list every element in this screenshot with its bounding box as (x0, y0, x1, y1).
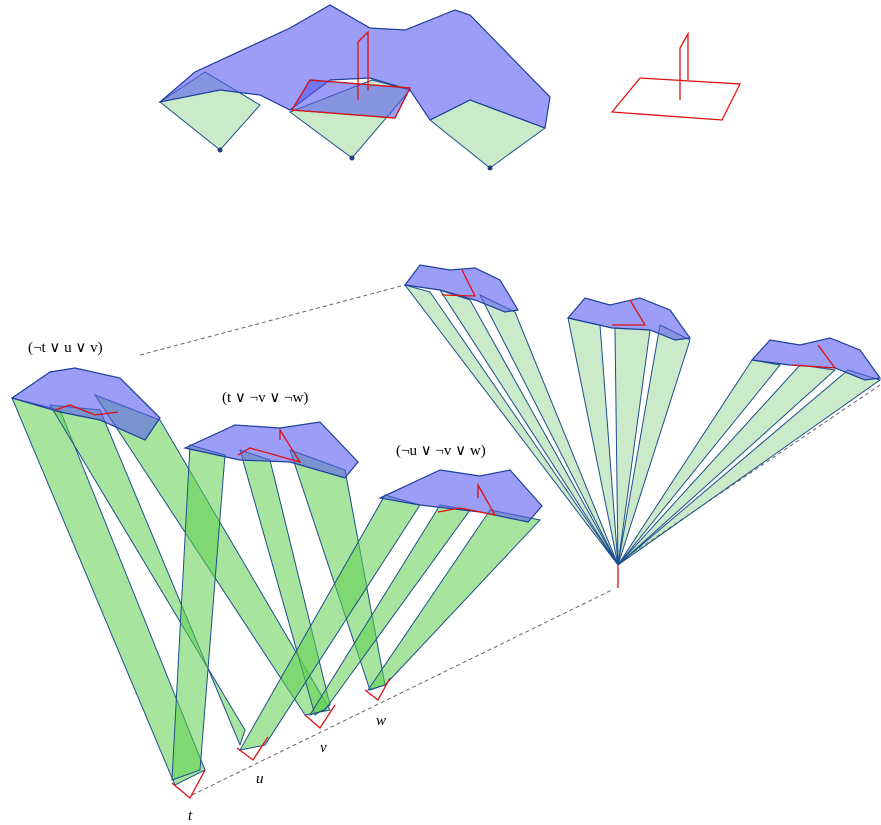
guide-line (191, 589, 613, 796)
clause-label: (¬t ∨ u ∨ v) (28, 340, 103, 356)
clause-gadgets (10, 367, 543, 523)
fan (403, 264, 881, 588)
strips (11, 393, 541, 786)
guide-line (139, 284, 406, 356)
guide-line (621, 384, 881, 561)
variable-gadgets (171, 677, 391, 800)
variable-label: t (188, 808, 193, 824)
variable-label: w (376, 713, 386, 729)
clause-label: (t ∨ ¬v ∨ ¬w) (222, 390, 308, 406)
clause-label: (¬u ∨ ¬v ∨ w) (396, 443, 486, 459)
top-gadget (157, 4, 551, 171)
variable-label: v (320, 740, 327, 756)
red-plate (610, 31, 742, 121)
variable-label: u (256, 771, 264, 787)
